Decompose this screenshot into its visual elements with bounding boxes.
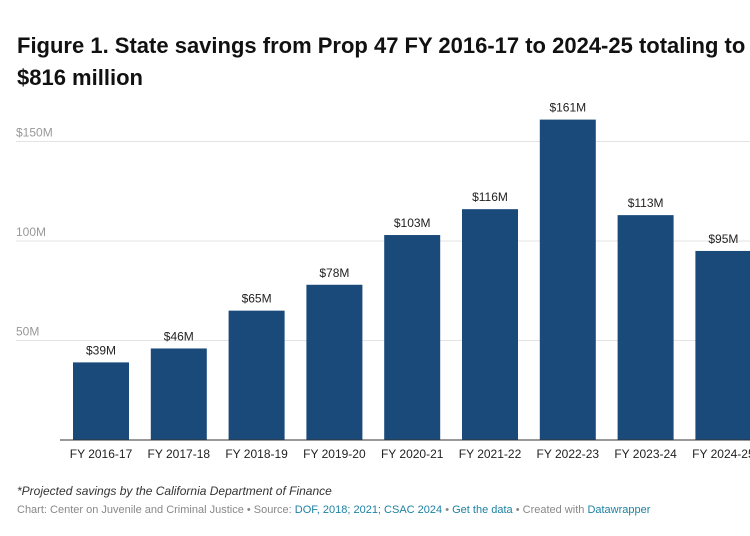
chart-title: Figure 1. State savings from Prop 47 FY … — [17, 30, 750, 94]
bar — [617, 215, 674, 440]
bar — [228, 310, 285, 440]
x-tick-label: FY 2021-22 — [459, 447, 522, 461]
value-label: $46M — [164, 329, 194, 343]
value-label: $103M — [394, 216, 431, 230]
x-tick-label: FY 2016-17 — [70, 447, 133, 461]
bars — [73, 119, 750, 441]
bar — [384, 235, 441, 440]
y-tick-label: 50M — [16, 325, 39, 339]
value-label: $39M — [86, 343, 116, 357]
bar — [306, 284, 363, 440]
value-label: $78M — [319, 266, 349, 280]
value-label: $113M — [628, 196, 664, 210]
value-labels: $39M $46M $65M $78M $103M $116M $161M $113M $95M — [86, 101, 738, 358]
footnote: *Projected savings by the California Dep… — [17, 484, 332, 498]
x-tick-label: FY 2022-23 — [537, 447, 600, 461]
y-tick-label: $150M — [16, 126, 53, 140]
value-label: $95M — [708, 232, 738, 246]
credits: Chart: Center on Juvenile and Criminal J… — [17, 504, 650, 516]
x-tick-label: FY 2019-20 — [303, 447, 366, 461]
x-tick-label: FY 2023-24 — [614, 447, 677, 461]
credits-text: Chart: Center on Juvenile and Criminal J… — [17, 504, 295, 516]
x-tick-label: FY 2020-21 — [381, 447, 444, 461]
credits-created-with: • Created with — [512, 504, 588, 516]
bar — [695, 250, 750, 440]
x-axis-ticks: FY 2016-17 FY 2017-18 FY 2018-19 FY 2019-20… — [70, 447, 750, 461]
y-tick-label: 100M — [16, 225, 46, 239]
bar — [150, 348, 207, 440]
value-label: $116M — [472, 190, 508, 204]
value-label: $161M — [549, 101, 586, 115]
chart-title-line-2: $816 million — [17, 65, 143, 90]
x-tick-label: FY 2018-19 — [225, 447, 288, 461]
value-label: $65M — [242, 292, 272, 306]
x-tick-label: FY 2024-25 — [692, 447, 750, 461]
y-axis-ticks: 50M 100M $150M — [16, 126, 53, 339]
credits-separator: • — [442, 504, 453, 516]
bar — [73, 362, 129, 440]
x-tick-label: FY 2017-18 — [148, 447, 211, 461]
bar — [539, 119, 596, 441]
get-data-link[interactable]: Get the data — [452, 504, 513, 516]
source-link[interactable]: DOF, 2018; 2021; CSAC 2024 — [294, 504, 443, 516]
datawrapper-link[interactable]: Datawrapper — [587, 504, 651, 516]
bar — [462, 209, 518, 440]
chart-title-line-1: Figure 1. State savings from Prop 47 FY … — [17, 33, 746, 58]
